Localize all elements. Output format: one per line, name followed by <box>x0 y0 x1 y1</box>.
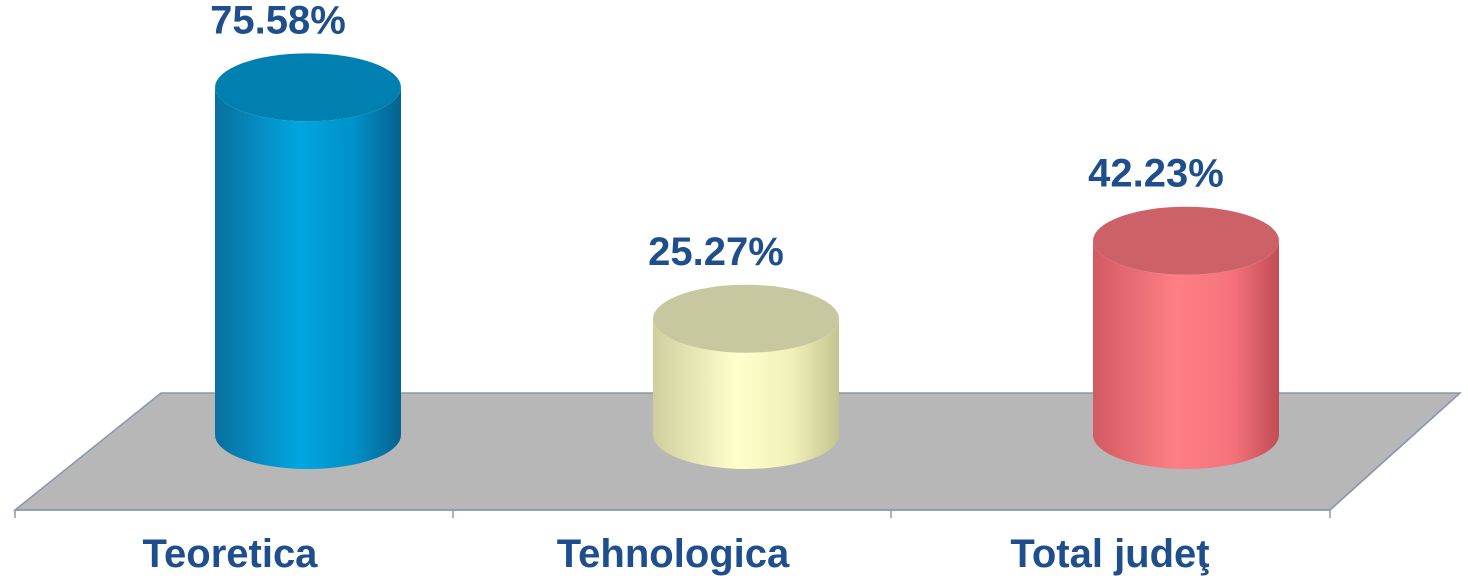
data-label: 42.23% <box>1088 152 1224 196</box>
category-label: Total judeţ <box>1010 532 1209 576</box>
category-labels: Teoretica Tehnologica Total judeţ <box>143 532 1210 576</box>
bar-body <box>1093 240 1279 469</box>
category-label: Tehnologica <box>557 532 790 576</box>
bar-body <box>653 318 839 469</box>
bar-top <box>215 53 401 122</box>
depth-edge <box>1329 392 1461 511</box>
data-label: 25.27% <box>648 230 784 274</box>
bar-series <box>215 53 1279 469</box>
bar-teoretica <box>215 53 401 469</box>
data-labels: 75.58% 25.27% 42.23% <box>210 0 1224 274</box>
data-label: 75.58% <box>210 0 346 42</box>
bar-top <box>1093 206 1279 275</box>
bar-total-jude- <box>1093 206 1279 469</box>
bar-body <box>215 87 401 469</box>
bar-top <box>653 284 839 353</box>
bar-tehnologica <box>653 284 839 469</box>
category-label: Teoretica <box>143 532 319 576</box>
